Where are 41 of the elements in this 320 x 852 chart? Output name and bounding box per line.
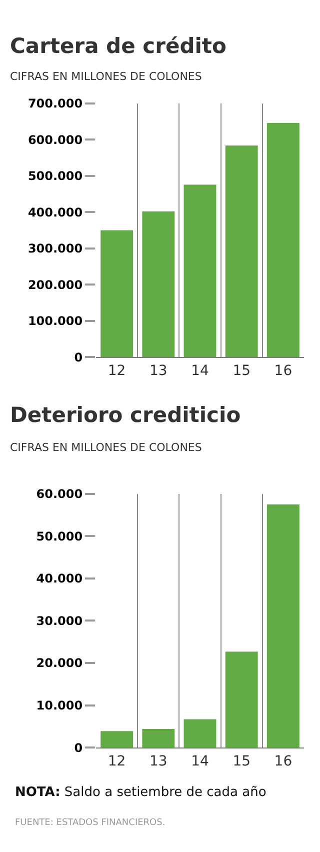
x-tick-label: 14 [191, 753, 209, 770]
x-tick-label: 14 [191, 362, 209, 379]
y-tick-label: 200.000 [28, 278, 83, 292]
chart-subtitle: CIFRAS EN MILLONES DE COLONES [10, 70, 202, 83]
y-tick-label: 0 [74, 740, 83, 755]
y-tick-label: 30.000 [36, 614, 83, 628]
bar [184, 719, 216, 748]
bar [266, 504, 300, 748]
source-note: FUENTE: ESTADOS FINANCIEROS. [15, 818, 166, 828]
x-tick-label: 12 [108, 362, 126, 379]
bar [142, 729, 175, 748]
x-tick-label: 12 [108, 753, 126, 770]
y-tick-label: 50.000 [36, 529, 83, 544]
y-tick-label: 700.000 [28, 96, 83, 111]
bar [184, 184, 216, 358]
x-tick-label: 15 [232, 753, 251, 770]
y-tick-label: 400.000 [28, 205, 83, 220]
x-tick-label: 13 [149, 753, 168, 770]
bar [225, 652, 258, 748]
chart-title: Deterioro crediticio [10, 403, 241, 427]
bar [100, 230, 134, 358]
y-tick-label: 20.000 [36, 656, 83, 670]
y-tick-label: 500.000 [28, 169, 83, 184]
chart-title: Cartera de crédito [10, 34, 226, 58]
text: NOTA: Saldo a setiembre de cada año [15, 785, 266, 800]
bar [225, 145, 258, 358]
y-tick-label: 100.000 [28, 314, 83, 328]
x-tick-label: 15 [232, 362, 251, 379]
chart-subtitle: CIFRAS EN MILLONES DE COLONES [10, 441, 202, 454]
y-tick-label: 40.000 [36, 572, 83, 586]
x-tick-label: 16 [274, 753, 292, 770]
x-tick-label: 13 [149, 362, 168, 379]
bar [100, 731, 134, 748]
bar [266, 122, 300, 358]
bar [142, 211, 175, 358]
x-tick-label: 16 [274, 362, 292, 379]
y-tick-label: 10.000 [36, 698, 83, 713]
y-tick-label: 60.000 [36, 487, 83, 502]
y-tick-label: 600.000 [28, 132, 83, 147]
y-tick-label: 0 [74, 350, 83, 364]
y-tick-label: 300.000 [28, 242, 83, 256]
